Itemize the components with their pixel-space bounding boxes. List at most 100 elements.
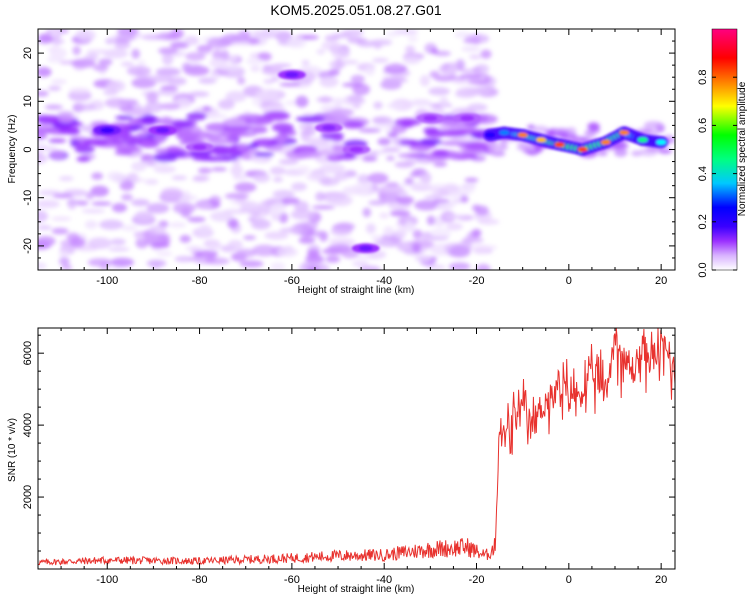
noise-speck <box>412 229 423 239</box>
noise-speck <box>352 103 361 109</box>
noise-speck <box>264 231 289 240</box>
noise-speck <box>77 29 96 42</box>
noise-speck <box>364 65 375 76</box>
noise-speck <box>58 250 69 258</box>
noise-speck <box>302 34 319 40</box>
noise-speck <box>347 94 363 104</box>
noise-speck <box>383 226 395 238</box>
x-tick-label: -40 <box>376 275 392 287</box>
noise-speck <box>434 204 453 210</box>
noise-speck <box>217 99 235 110</box>
noise-band-speck <box>331 144 346 150</box>
noise-speck <box>46 46 60 52</box>
noise-speck <box>421 231 432 240</box>
noise-speck <box>404 159 417 166</box>
noise-speck <box>157 47 179 55</box>
noise-speck <box>90 185 109 197</box>
noise-speck <box>316 96 335 103</box>
noise-speck <box>61 264 73 270</box>
noise-speck <box>278 212 289 224</box>
noise-speck <box>237 76 246 85</box>
noise-speck <box>431 186 440 198</box>
spectrogram-signal-layer <box>93 69 669 254</box>
noise-speck <box>245 57 264 65</box>
noise-speck <box>385 31 399 38</box>
noise-speck <box>44 104 63 110</box>
noise-speck <box>193 175 210 182</box>
noise-speck <box>448 245 471 258</box>
noise-band-speck <box>206 138 236 145</box>
noise-speck <box>129 177 145 183</box>
noise-band-speck <box>397 153 423 159</box>
noise-speck <box>196 44 213 53</box>
noise-speck <box>181 62 192 72</box>
noise-band-speck <box>271 122 294 133</box>
spectrogram-noise-layer <box>38 29 675 270</box>
noise-speck <box>460 195 469 203</box>
snr-panel: -100 -80 -60 -40 -20 0 20 2000 4000 6000 Height … <box>7 327 676 595</box>
noise-speck <box>405 45 416 54</box>
noise-speck <box>272 189 295 198</box>
noise-speck <box>462 38 481 44</box>
noise-speck <box>38 210 49 223</box>
noise-speck <box>318 177 340 186</box>
noise-speck <box>230 164 244 177</box>
noise-speck <box>389 63 403 71</box>
noise-speck <box>206 37 231 49</box>
noise-speck <box>151 241 170 249</box>
noise-speck <box>69 87 91 94</box>
colorbar-gradient <box>711 28 738 271</box>
noise-speck <box>144 178 159 185</box>
noise-speck <box>247 217 256 222</box>
noise-speck <box>404 221 414 232</box>
noise-speck <box>378 192 401 204</box>
noise-band-speck <box>115 115 134 121</box>
spectrogram-blob <box>358 245 373 252</box>
noise-band-speck <box>58 114 74 124</box>
snr-plot-area <box>38 328 675 569</box>
noise-speck <box>185 52 206 61</box>
noise-speck <box>38 66 52 78</box>
noise-speck <box>253 173 271 183</box>
noise-speck <box>69 237 86 248</box>
noise-speck <box>71 58 96 68</box>
noise-band-speck <box>458 149 487 155</box>
noise-speck <box>170 29 184 39</box>
noise-speck <box>471 228 482 238</box>
spectrogram-x-axis-label: Height of straight line (km) <box>298 285 415 296</box>
noise-speck <box>227 239 243 251</box>
noise-speck <box>305 124 317 136</box>
noise-speck <box>332 32 352 39</box>
noise-speck <box>467 79 491 85</box>
noise-speck <box>327 243 351 253</box>
noise-speck <box>205 113 228 120</box>
noise-speck <box>81 208 106 214</box>
noise-speck <box>325 255 341 263</box>
spectrogram-blob <box>192 144 207 151</box>
noise-speck <box>198 224 212 237</box>
noise-speck <box>334 97 343 109</box>
track-peak <box>619 130 630 136</box>
noise-band-speck <box>393 118 422 127</box>
noise-band-speck <box>464 141 488 151</box>
noise-speck <box>290 209 315 220</box>
x-tick-label: 20 <box>655 574 667 586</box>
noise-speck <box>146 92 159 103</box>
noise-speck <box>85 191 95 200</box>
noise-speck <box>294 200 309 213</box>
noise-speck <box>207 241 223 251</box>
signal-halo-speck <box>555 127 571 134</box>
noise-speck <box>275 31 293 42</box>
track-peak <box>536 137 547 143</box>
noise-speck <box>412 242 422 253</box>
noise-speck <box>87 258 113 267</box>
noise-speck <box>153 165 177 174</box>
noise-band-speck <box>140 153 154 162</box>
noise-speck <box>352 260 369 267</box>
x-tick-label: -40 <box>376 574 392 586</box>
noise-speck <box>86 48 111 55</box>
spectrogram-blob <box>423 115 438 122</box>
noise-speck <box>251 244 278 257</box>
noise-speck <box>107 171 123 181</box>
noise-speck <box>115 34 136 42</box>
